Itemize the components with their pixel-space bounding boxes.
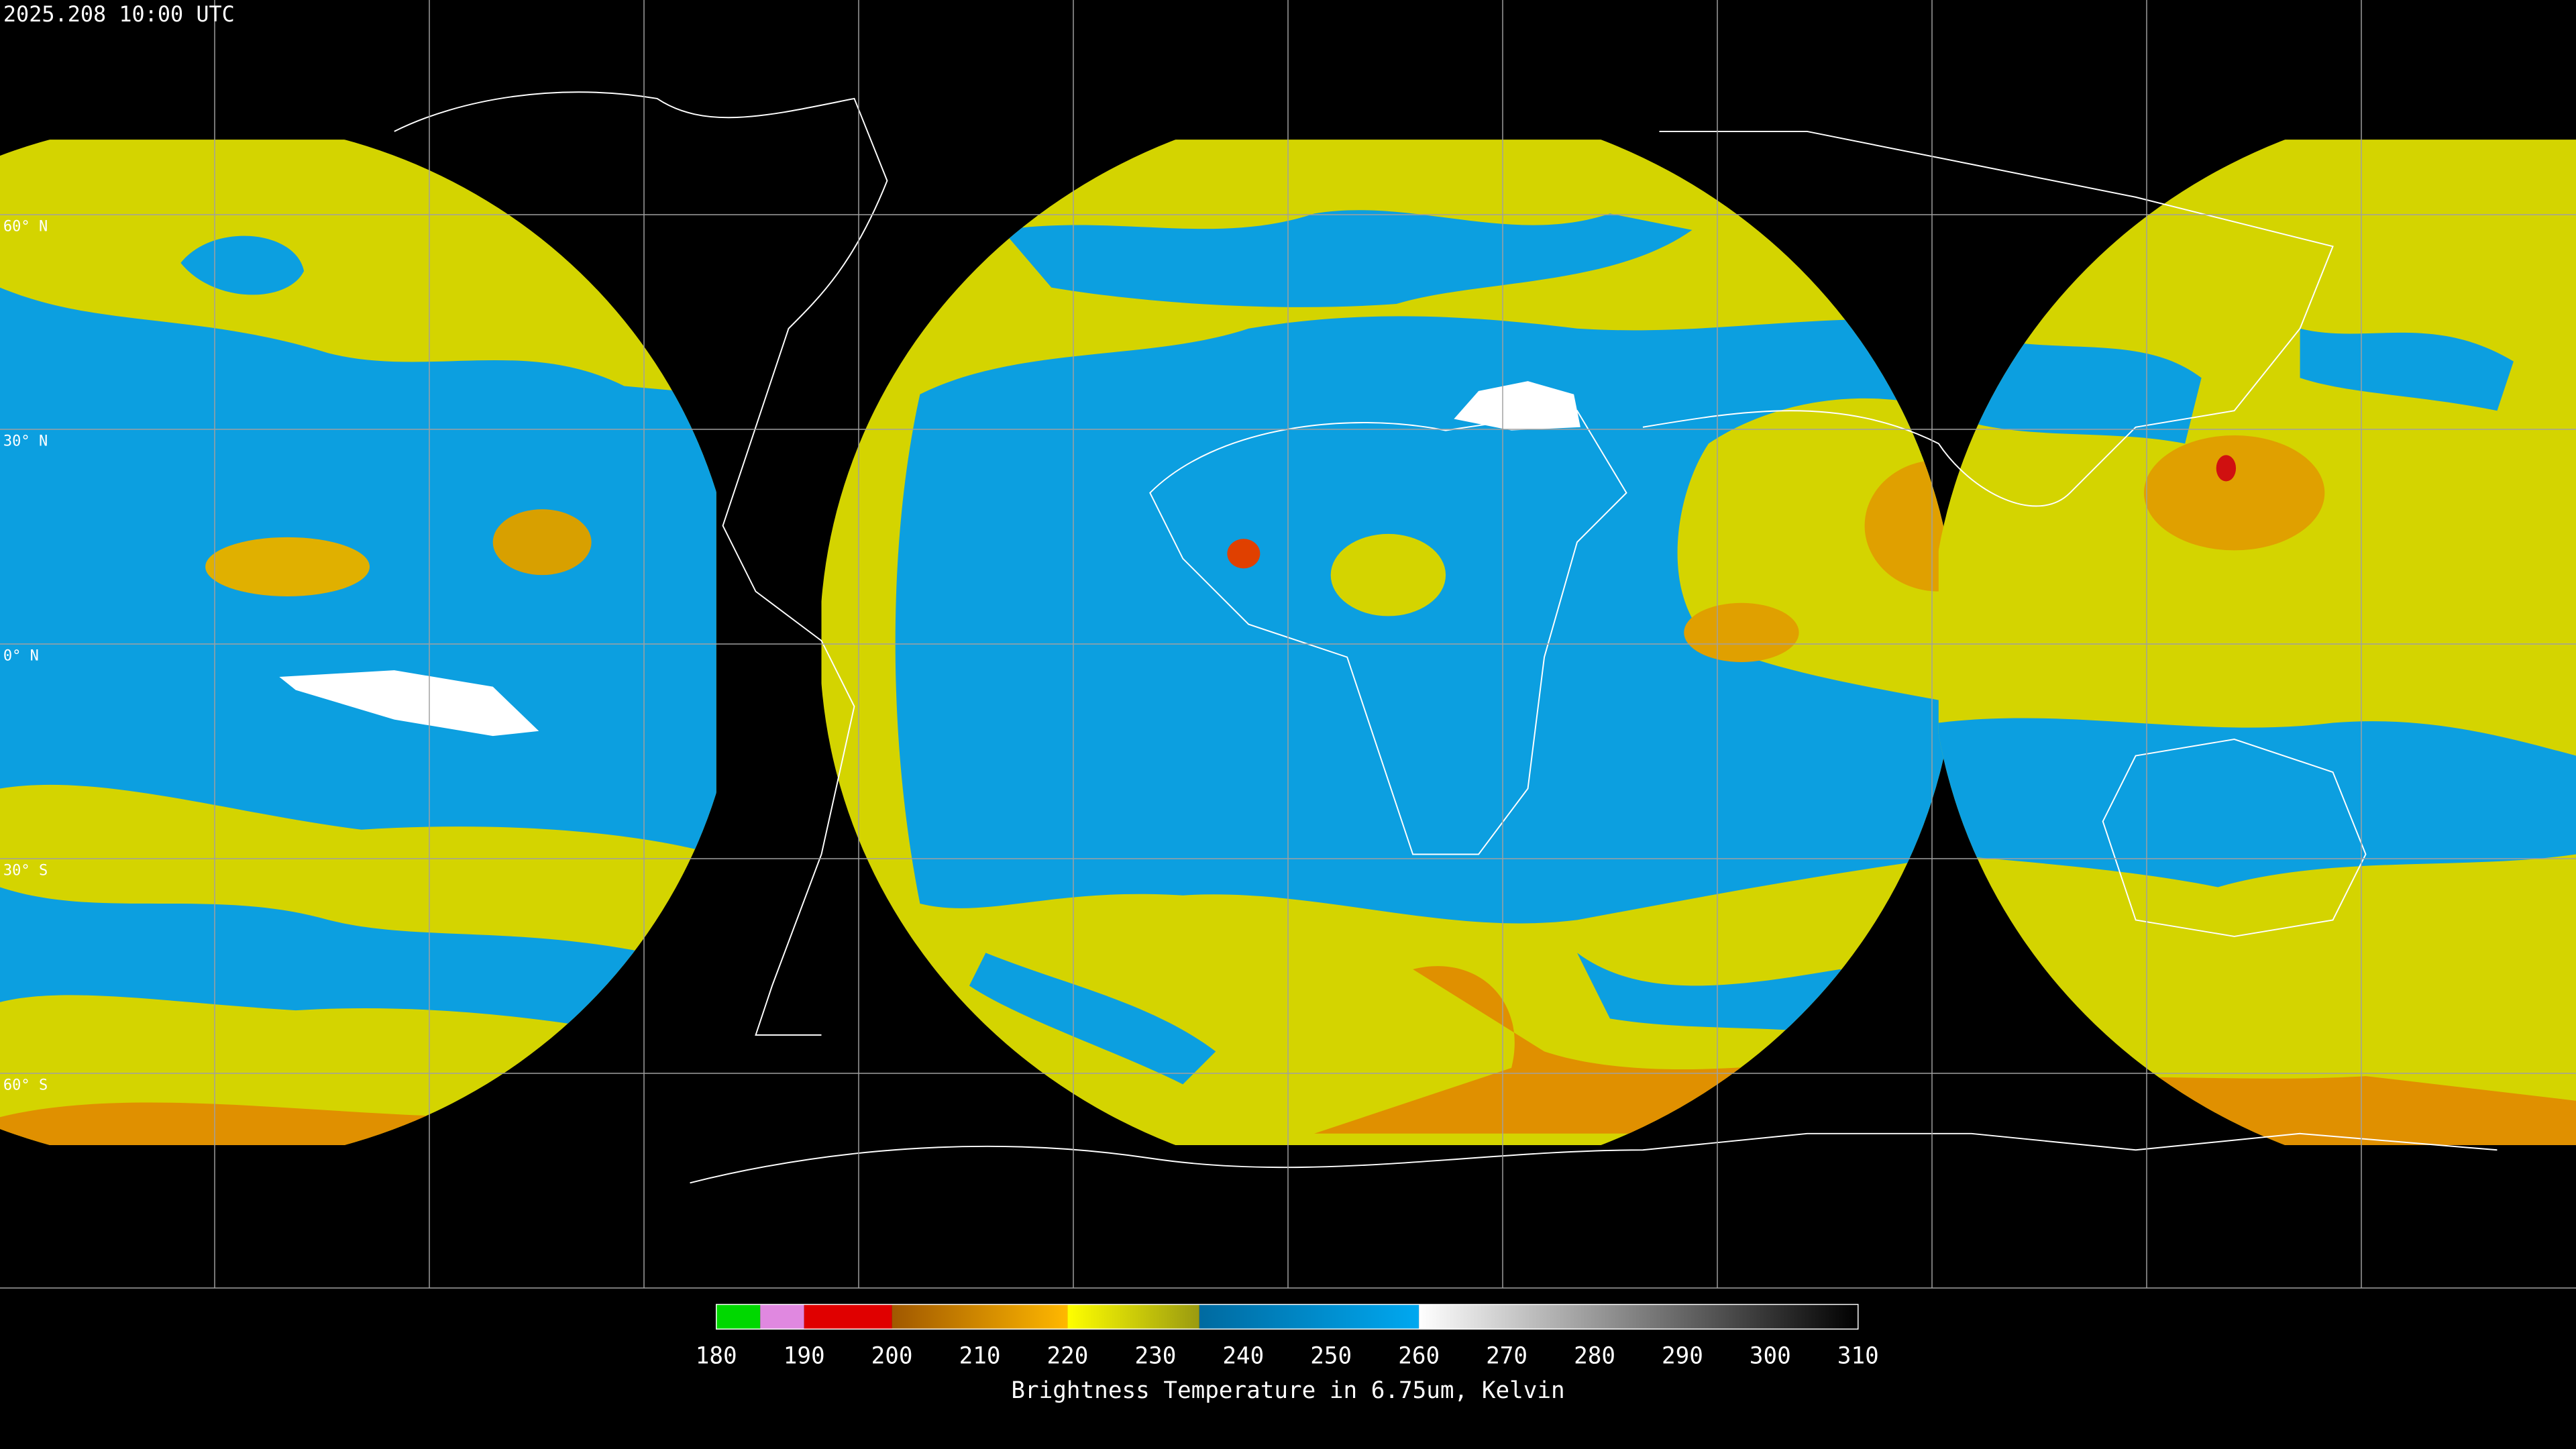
colorbar-tick-label: 280 [1574,1343,1615,1370]
latitude-label: 30° S [3,862,48,879]
colorbar-label: Brightness Temperature in 6.75um, Kelvin [1011,1377,1564,1404]
colorbar-segment [760,1304,804,1330]
imagery [0,140,2576,1145]
colorbar-tick-label: 220 [1047,1343,1089,1370]
colorbar-tick-label: 290 [1662,1343,1703,1370]
latitude-label: 60° S [3,1077,48,1093]
colorbar-tick-label: 180 [696,1343,737,1370]
timestamp: 2025.208 10:00 UTC [3,1,235,27]
colorbar-segment [1067,1304,1199,1330]
middle-disk [821,140,1957,1145]
colorbar-tick-label: 230 [1134,1343,1176,1370]
colorbar: 180 190 200 210 220 230 240 250 260 270 280 290 300 3… [696,1303,1879,1370]
coastlines [394,91,2498,1184]
colorbar-frame [716,1303,1859,1330]
colorbar-tick-label: 260 [1398,1343,1440,1370]
colorbar-segment [716,1304,761,1330]
colorbar-segment [804,1304,892,1330]
colorbar-tick-label: 250 [1310,1343,1352,1370]
colorbar-tick-label: 270 [1486,1343,1527,1370]
colorbar-tick-label: 210 [959,1343,1001,1370]
colorbar-segment [1419,1304,1858,1330]
colorbar-tick-label: 240 [1222,1343,1264,1370]
latitude-label: 0° N [3,647,39,664]
colorbar-tick-label: 300 [1750,1343,1791,1370]
colorbar-tick-label: 310 [1837,1343,1879,1370]
graticule [0,0,2576,1289]
colorbar-segment [1199,1304,1419,1330]
colorbar-tick-label: 200 [871,1343,913,1370]
colorbar-segment [892,1304,1068,1330]
latitude-label: 30° N [3,433,48,449]
latitude-label: 60° N [3,218,48,235]
colorbar-tick-label: 190 [784,1343,825,1370]
latitude-labels: 60° N 30° N 0° N 30° S 60° S [3,218,48,1093]
